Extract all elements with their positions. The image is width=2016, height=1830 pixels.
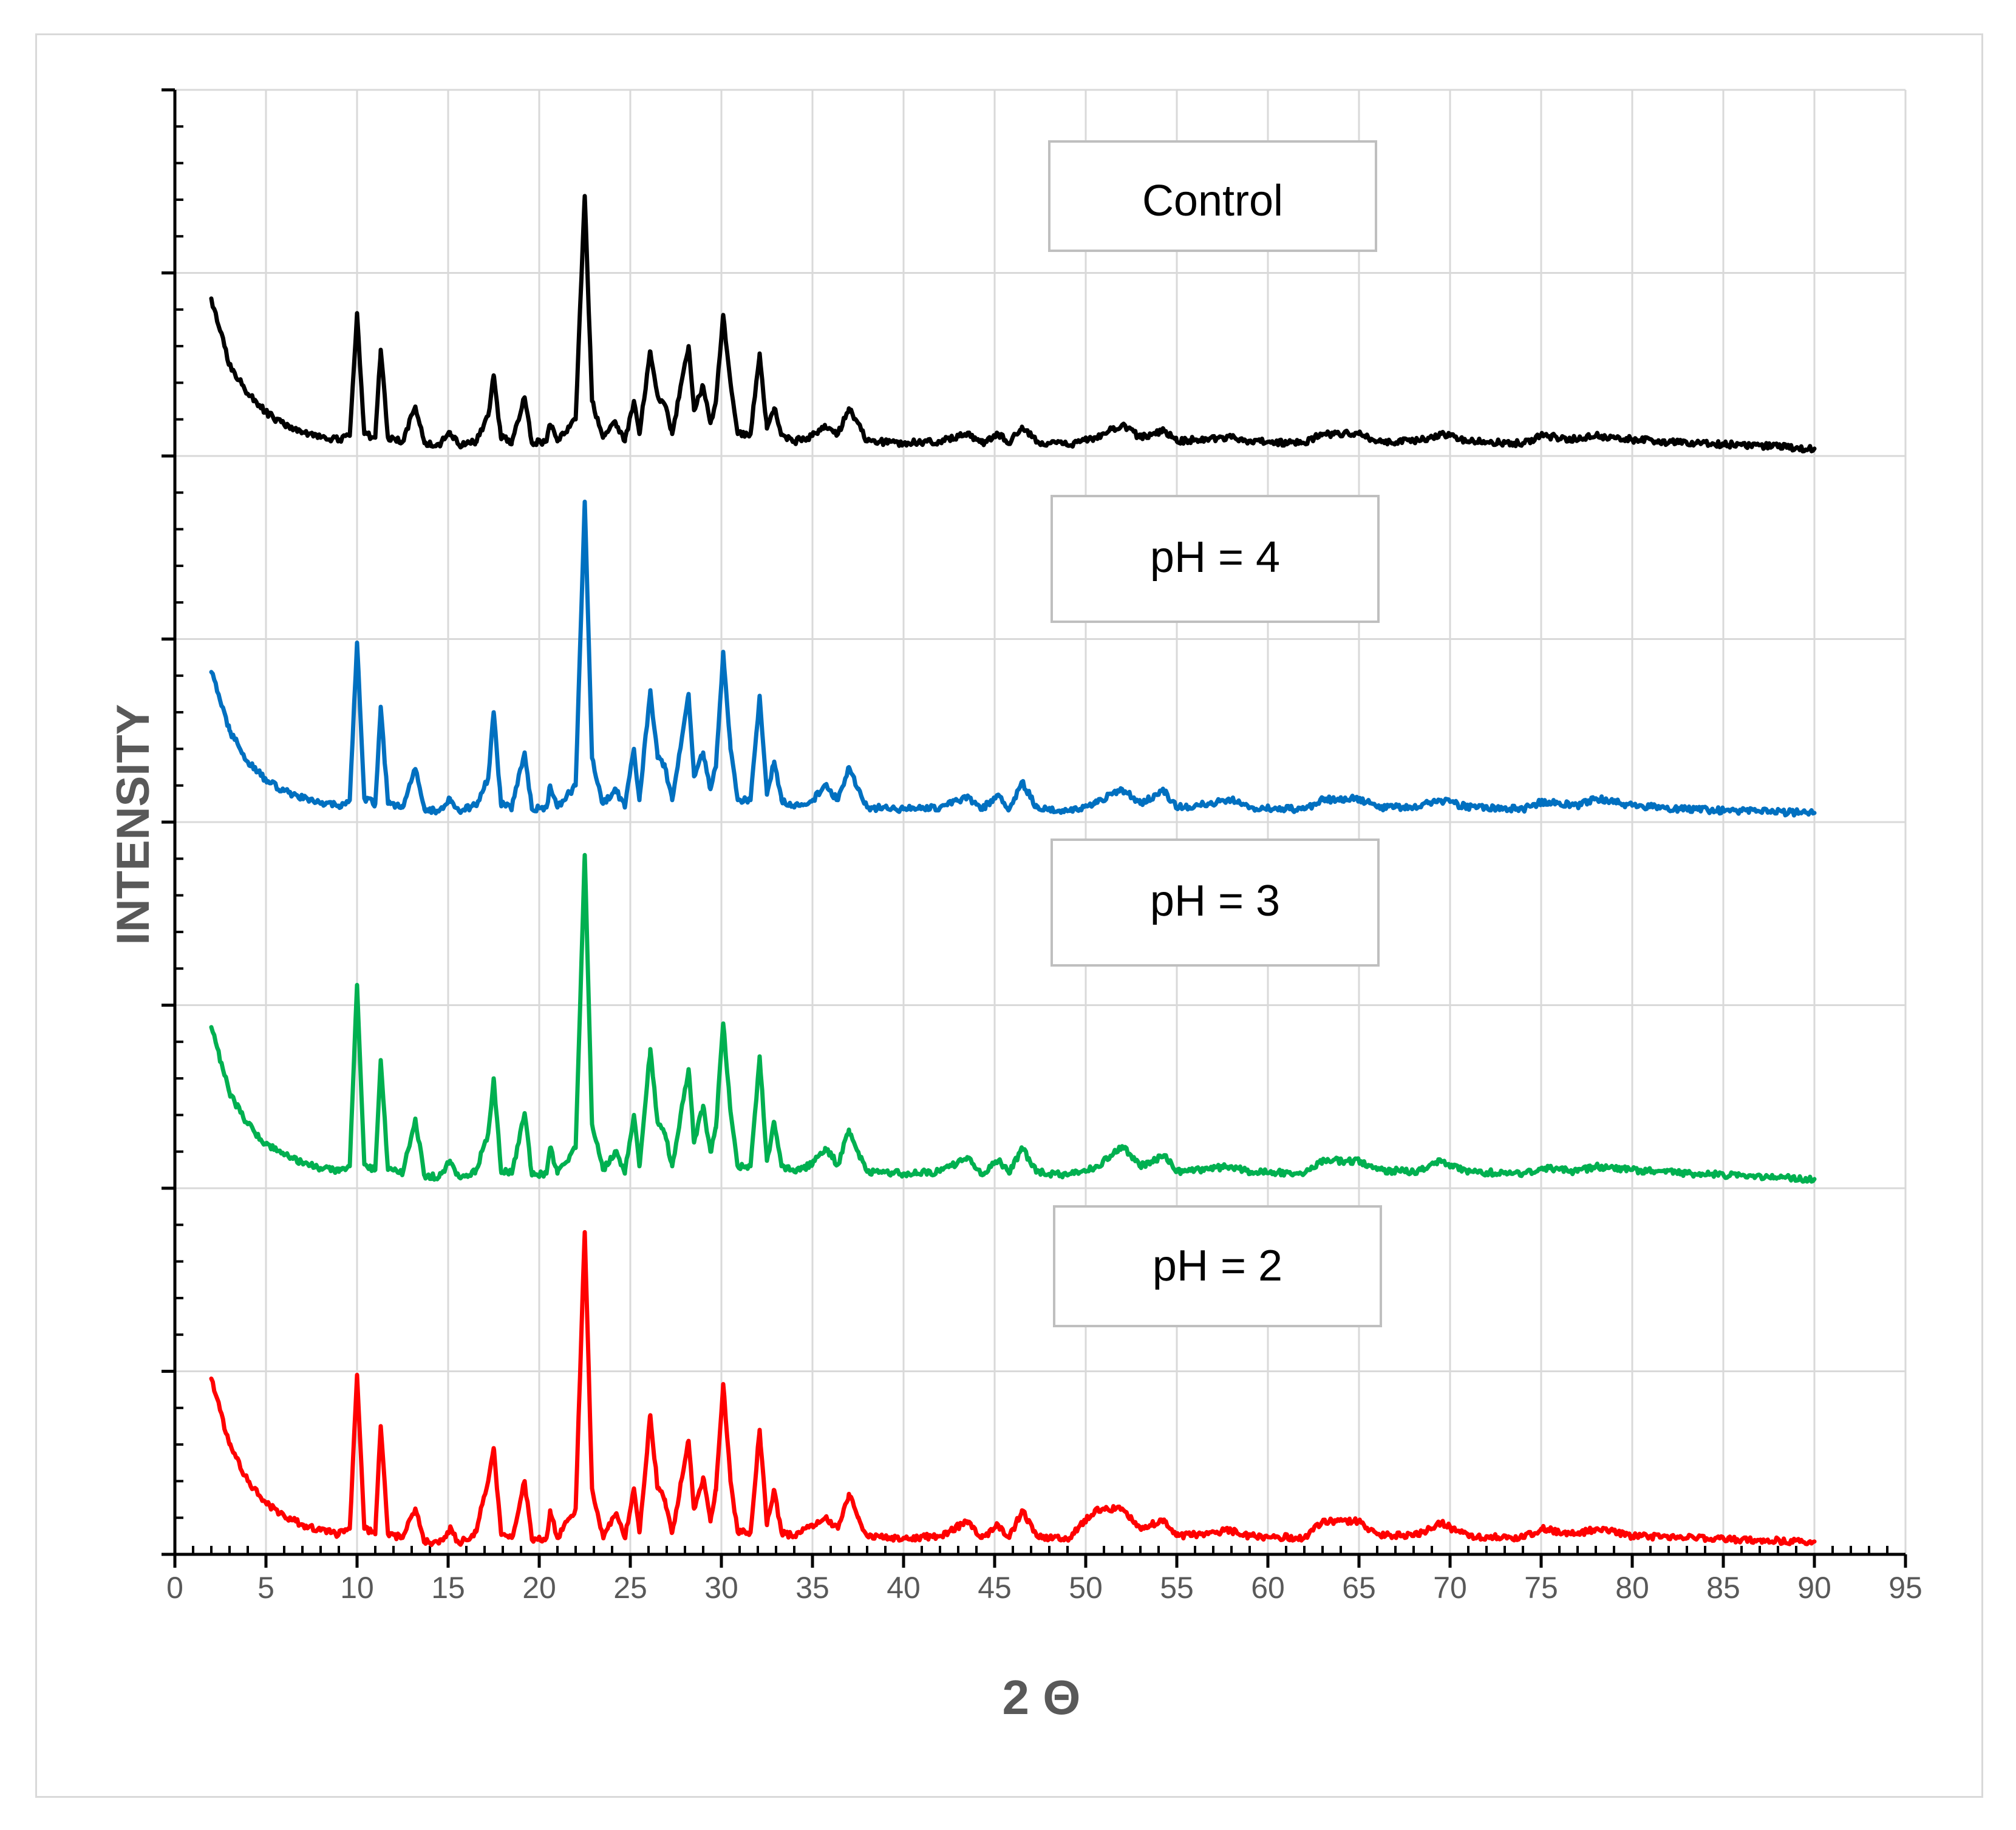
x-tick-label: 60: [1251, 1571, 1285, 1605]
label-box-ph2: pH = 2: [1053, 1205, 1382, 1327]
x-tick-label: 75: [1524, 1571, 1558, 1605]
series-line: [209, 1230, 1817, 1548]
x-tick-label: 25: [613, 1571, 647, 1605]
label-ph4: pH = 4: [1150, 533, 1280, 582]
x-tick-label: 90: [1797, 1571, 1831, 1605]
x-tick-label: 35: [795, 1571, 829, 1605]
x-tick-label: 0: [166, 1571, 183, 1605]
x-tick-label: 55: [1160, 1571, 1194, 1605]
grid: [175, 89, 1907, 1554]
y-axis-title: INTENSITY: [107, 704, 159, 945]
series-line: [209, 194, 1817, 454]
label-box-ph4: pH = 4: [1051, 495, 1380, 623]
x-tick-label: 45: [978, 1571, 1012, 1605]
x-tick-label: 15: [431, 1571, 465, 1605]
x-tick-label: 85: [1706, 1571, 1740, 1605]
x-tick-label: 50: [1069, 1571, 1103, 1605]
x-tick-label: 20: [522, 1571, 556, 1605]
x-tick-label: 40: [887, 1571, 921, 1605]
x-tick-label: 30: [704, 1571, 738, 1605]
label-ph3: pH = 3: [1150, 877, 1280, 925]
x-tick-label: 10: [340, 1571, 374, 1605]
series-layer: [209, 194, 1817, 1548]
label-box-control: Control: [1048, 140, 1377, 252]
label-box-ph3: pH = 3: [1051, 838, 1380, 967]
label-control: Control: [1142, 177, 1283, 225]
label-ph2: pH = 2: [1153, 1242, 1282, 1290]
series-line: [209, 499, 1817, 818]
x-tick-label: 80: [1615, 1571, 1649, 1605]
x-tick-label: 95: [1888, 1571, 1922, 1605]
x-tick-label: 65: [1342, 1571, 1376, 1605]
axes: 0 5 10 15 20 25 30 35 40 45 50 55 60 65 70 75 80 85 90 95: [162, 88, 1922, 1605]
series-line: [209, 852, 1817, 1184]
x-axis-title: 2 Θ: [1003, 1670, 1081, 1724]
x-tick-label: 70: [1433, 1571, 1467, 1605]
x-tick-label: 5: [257, 1571, 274, 1605]
